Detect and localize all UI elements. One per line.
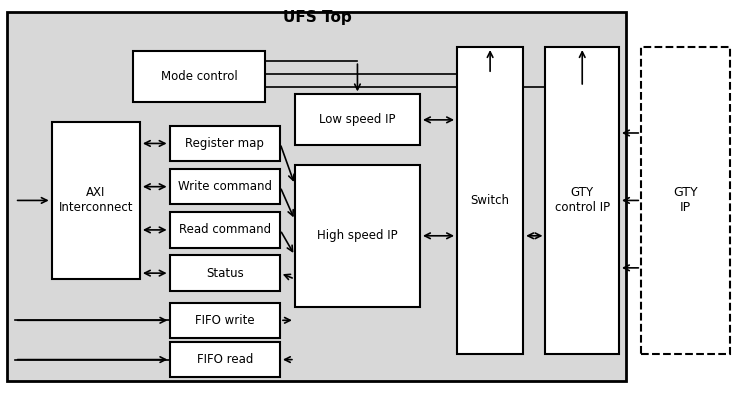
Text: GTY
IP: GTY IP bbox=[673, 186, 698, 215]
FancyBboxPatch shape bbox=[52, 122, 140, 279]
Text: Register map: Register map bbox=[185, 137, 265, 150]
Text: AXI
Interconnect: AXI Interconnect bbox=[58, 186, 133, 215]
Text: Low speed IP: Low speed IP bbox=[319, 113, 396, 127]
Text: UFS Top: UFS Top bbox=[282, 10, 352, 25]
Text: Write command: Write command bbox=[178, 180, 272, 193]
FancyBboxPatch shape bbox=[295, 94, 420, 145]
Text: Mode control: Mode control bbox=[161, 70, 237, 83]
FancyBboxPatch shape bbox=[170, 255, 280, 291]
Text: Read command: Read command bbox=[178, 223, 270, 237]
FancyBboxPatch shape bbox=[170, 126, 280, 161]
Text: FIFO write: FIFO write bbox=[195, 314, 254, 327]
FancyBboxPatch shape bbox=[641, 47, 730, 354]
Text: Switch: Switch bbox=[471, 194, 509, 207]
Text: FIFO read: FIFO read bbox=[197, 353, 253, 366]
FancyBboxPatch shape bbox=[170, 303, 280, 338]
FancyBboxPatch shape bbox=[457, 47, 523, 354]
Text: GTY
control IP: GTY control IP bbox=[555, 186, 609, 215]
FancyBboxPatch shape bbox=[7, 12, 626, 381]
FancyBboxPatch shape bbox=[133, 51, 265, 102]
FancyBboxPatch shape bbox=[295, 165, 420, 307]
FancyBboxPatch shape bbox=[170, 212, 280, 248]
FancyBboxPatch shape bbox=[545, 47, 619, 354]
Text: High speed IP: High speed IP bbox=[317, 229, 398, 242]
Text: Status: Status bbox=[206, 266, 244, 280]
FancyBboxPatch shape bbox=[170, 169, 280, 204]
FancyBboxPatch shape bbox=[170, 342, 280, 377]
